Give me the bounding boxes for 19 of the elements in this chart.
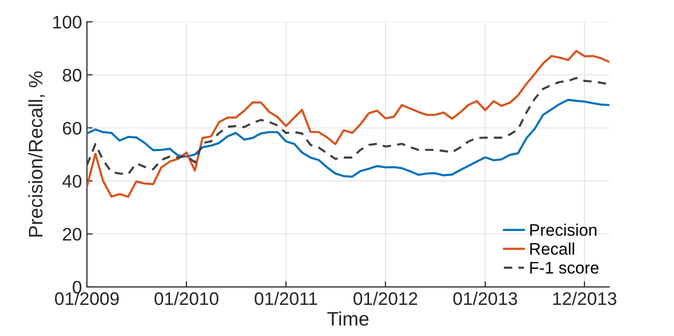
x-axis-title: Time bbox=[327, 311, 368, 326]
y-axis-title: Precision/Recall, % bbox=[28, 71, 45, 237]
x-tick-label: 01/2010 bbox=[154, 292, 218, 306]
y-tick-label: 0 bbox=[72, 280, 82, 294]
x-tick-label: 01/2013 bbox=[453, 292, 518, 306]
line-series bbox=[86, 98, 610, 178]
y-tick-label: 40 bbox=[62, 174, 82, 188]
x-tick-label: 01/2011 bbox=[254, 292, 318, 306]
x-tick-label: 12/2013 bbox=[553, 292, 616, 306]
line-series bbox=[86, 50, 610, 198]
legend-label: Precision bbox=[530, 224, 596, 236]
y-tick-label: 60 bbox=[62, 122, 82, 135]
legend-label: F-1 score bbox=[530, 262, 599, 274]
x-tick-label: 01/2009 bbox=[55, 292, 119, 306]
y-tick-label: 80 bbox=[62, 68, 82, 82]
y-tick-label: 20 bbox=[62, 228, 82, 241]
y-tick-label: 100 bbox=[53, 16, 82, 29]
x-tick-label: 01/2012 bbox=[354, 292, 418, 306]
legend-label: Recall bbox=[530, 242, 574, 255]
